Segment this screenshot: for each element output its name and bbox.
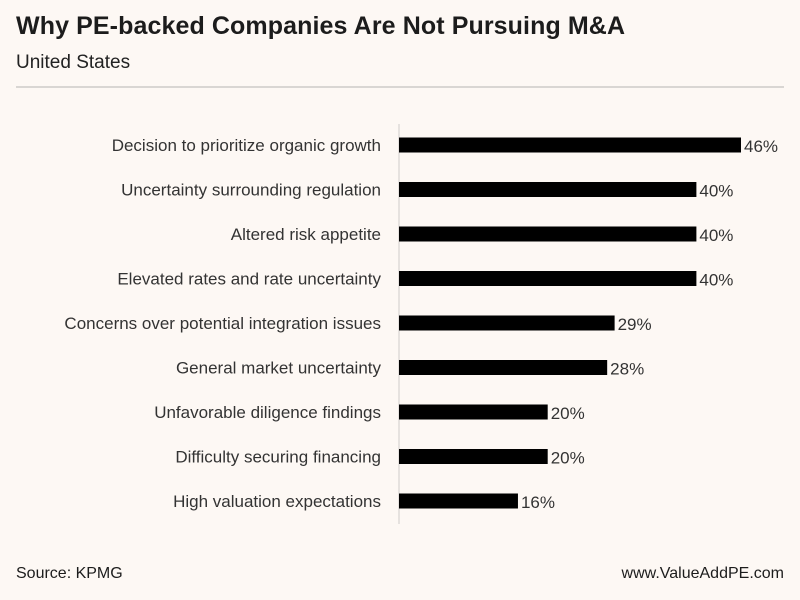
- value-label: 20%: [551, 404, 585, 423]
- category-label: Uncertainty surrounding regulation: [121, 181, 381, 200]
- bar: [399, 137, 741, 153]
- chart-title: Why PE-backed Companies Are Not Pursuing…: [16, 12, 626, 40]
- source-note: Source: KPMG: [16, 565, 123, 582]
- bar: [399, 449, 548, 464]
- category-label: Concerns over potential integration issu…: [64, 314, 381, 333]
- category-label: Altered risk appetite: [231, 225, 381, 244]
- value-label: 40%: [699, 182, 733, 201]
- header-divider: [16, 86, 784, 88]
- category-label: General market uncertainty: [176, 359, 382, 378]
- category-label: Unfavorable diligence findings: [154, 403, 381, 422]
- value-label: 46%: [744, 137, 778, 156]
- category-label: Decision to prioritize organic growth: [112, 136, 381, 155]
- value-label: 20%: [551, 449, 585, 468]
- bar: [399, 271, 697, 286]
- value-label: 28%: [610, 360, 644, 379]
- bar: [399, 315, 615, 331]
- value-label: 40%: [699, 226, 733, 245]
- website-link[interactable]: www.ValueAddPE.com: [621, 565, 784, 582]
- category-label: High valuation expectations: [173, 492, 381, 511]
- category-label: Difficulty securing financing: [175, 448, 381, 467]
- category-label: Elevated rates and rate uncertainty: [117, 270, 381, 289]
- bar: [399, 493, 518, 509]
- bar: [399, 360, 608, 375]
- value-label: 16%: [521, 493, 555, 512]
- value-label: 40%: [699, 271, 733, 290]
- value-label: 29%: [618, 315, 652, 334]
- bar: [399, 182, 697, 197]
- bar: [399, 404, 548, 420]
- bar: [399, 226, 697, 242]
- chart-subtitle: United States: [16, 52, 131, 73]
